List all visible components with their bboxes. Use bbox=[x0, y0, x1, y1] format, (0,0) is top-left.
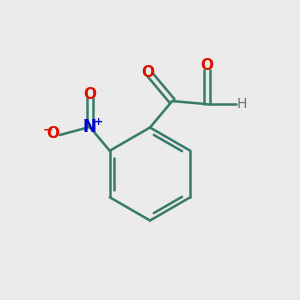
Text: −: − bbox=[43, 123, 53, 136]
Text: O: O bbox=[83, 86, 96, 101]
Text: O: O bbox=[200, 58, 213, 74]
Text: N: N bbox=[83, 118, 97, 136]
Text: O: O bbox=[141, 65, 154, 80]
Text: +: + bbox=[94, 117, 103, 127]
Text: H: H bbox=[237, 97, 247, 111]
Text: O: O bbox=[47, 126, 60, 141]
